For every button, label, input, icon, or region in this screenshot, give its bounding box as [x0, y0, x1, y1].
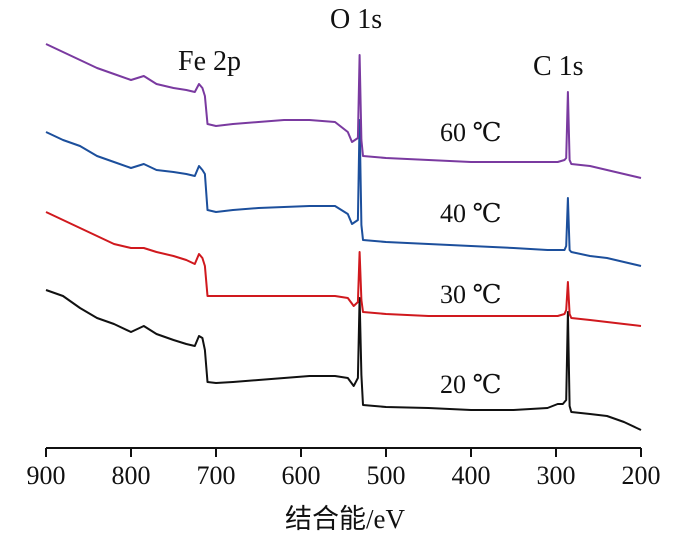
x-axis-ticks: 900 800 700 600 500 400 300 200 — [27, 448, 661, 490]
x-tick-label-900: 900 — [27, 461, 66, 490]
series-label-layer: 60 ℃ 40 ℃ 30 ℃ 20 ℃ — [440, 118, 502, 399]
series-label-20c: 20 ℃ — [440, 370, 502, 399]
x-tick-label-700: 700 — [197, 461, 236, 490]
x-tick-label-500: 500 — [367, 461, 406, 490]
annotation-fe-2p: Fe 2p — [178, 46, 241, 77]
annotation-o-1s: O 1s — [330, 4, 382, 35]
series-line-40c — [45, 119, 642, 267]
series-label-60c: 60 ℃ — [440, 118, 502, 147]
series-line-30c — [45, 211, 642, 327]
x-tick-label-300: 300 — [537, 461, 576, 490]
series-line-20c — [45, 289, 642, 431]
x-tick-label-800: 800 — [112, 461, 151, 490]
series-label-40c: 40 ℃ — [440, 199, 502, 228]
x-axis-title: 结合能/eV — [285, 504, 405, 534]
annotation-layer: Fe 2p O 1s C 1s — [178, 4, 584, 82]
series-line-60c — [45, 43, 642, 179]
annotation-c-1s: C 1s — [533, 51, 584, 82]
series-label-30c: 30 ℃ — [440, 280, 502, 309]
x-tick-label-600: 600 — [282, 461, 321, 490]
x-tick-label-400: 400 — [452, 461, 491, 490]
x-tick-label-200: 200 — [622, 461, 661, 490]
series-layer — [45, 43, 642, 431]
